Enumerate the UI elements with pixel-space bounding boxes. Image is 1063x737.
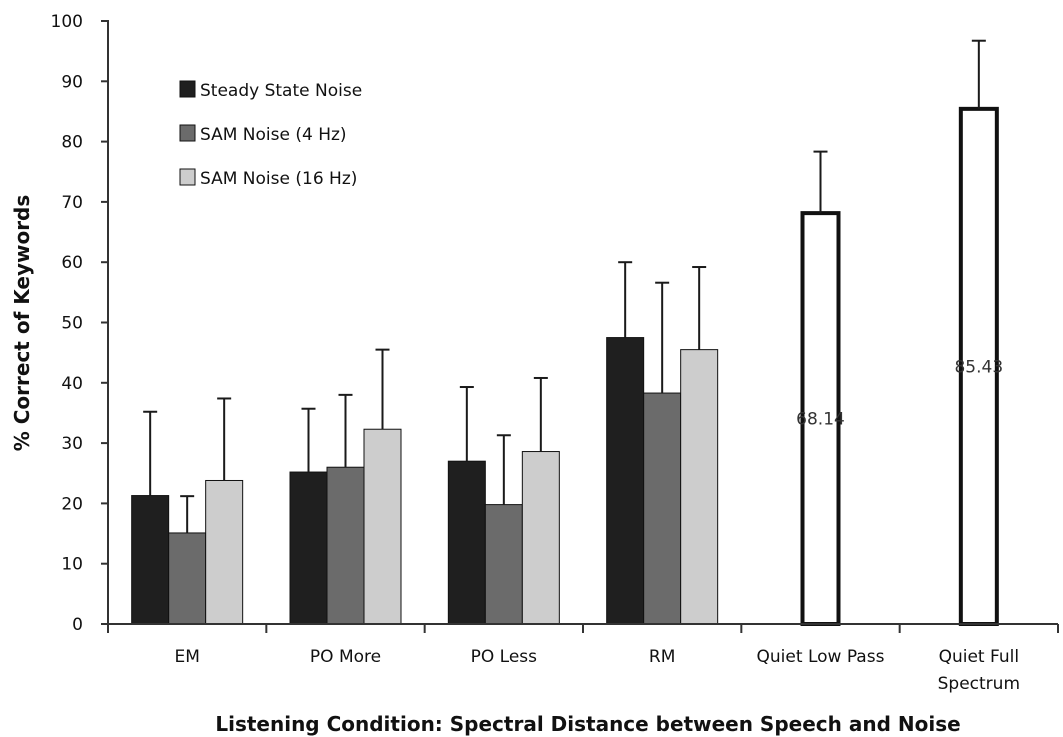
bar-1-3 <box>447 460 486 625</box>
y-tick-label-60: 60 <box>61 253 83 273</box>
legend: Steady State Noise SAM Noise (4 Hz) SAM No… <box>179 80 362 189</box>
bar-1-2 <box>289 471 328 625</box>
category-label-2: PO More <box>310 647 381 667</box>
quiet-data-label-2: 85.43 <box>954 357 1003 377</box>
bar-2-3 <box>484 504 523 625</box>
y-tick-label-100: 100 <box>51 12 83 32</box>
category-label-4: RM <box>649 647 675 667</box>
y-tick-label-40: 40 <box>61 374 83 394</box>
y-tick-label-10: 10 <box>61 555 83 575</box>
y-tick-label-70: 70 <box>61 193 83 213</box>
y-tick-label-30: 30 <box>61 434 83 454</box>
category-label-6-line-2: Spectrum <box>938 674 1020 694</box>
bar-3-2 <box>363 428 402 625</box>
legend-swatch-3 <box>179 168 196 186</box>
bar-3-4 <box>680 349 719 625</box>
bar-1-1 <box>131 495 170 625</box>
bar-2-4 <box>643 392 682 625</box>
x-axis-title: Listening Condition: Spectral Distance b… <box>215 712 960 736</box>
bar-2-1 <box>168 532 207 625</box>
category-label-6-line-1: Quiet Full <box>939 647 1019 667</box>
legend-label-1: Steady State Noise <box>200 81 362 101</box>
legend-label-3: SAM Noise (16 Hz) <box>200 169 357 189</box>
y-axis-title: % Correct of Keywords <box>10 195 34 452</box>
legend-swatch-2 <box>179 124 196 142</box>
bar-1-4 <box>606 337 645 625</box>
labels-layer: 68.14 85.43 0 10 20 30 40 50 60 70 80 90 100 EM PO Mor… <box>51 12 1020 694</box>
bar-3-1 <box>205 479 244 625</box>
legend-label-2: SAM Noise (4 Hz) <box>200 125 347 145</box>
y-tick-label-20: 20 <box>61 494 83 514</box>
y-tick-label-80: 80 <box>61 133 83 153</box>
y-tick-label-0: 0 <box>72 615 83 635</box>
axes-layer <box>101 20 1059 633</box>
category-label-5: Quiet Low Pass <box>757 647 885 667</box>
y-tick-label-50: 50 <box>61 314 83 334</box>
category-label-3: PO Less <box>471 647 538 667</box>
bar-3-3 <box>521 451 560 625</box>
category-label-1: EM <box>174 647 199 667</box>
y-tick-label-90: 90 <box>61 72 83 92</box>
quiet-data-label-1: 68.14 <box>796 410 845 430</box>
legend-swatch-1 <box>179 80 196 98</box>
bar-2-2 <box>326 466 365 625</box>
error-bars-layer <box>143 39 986 533</box>
